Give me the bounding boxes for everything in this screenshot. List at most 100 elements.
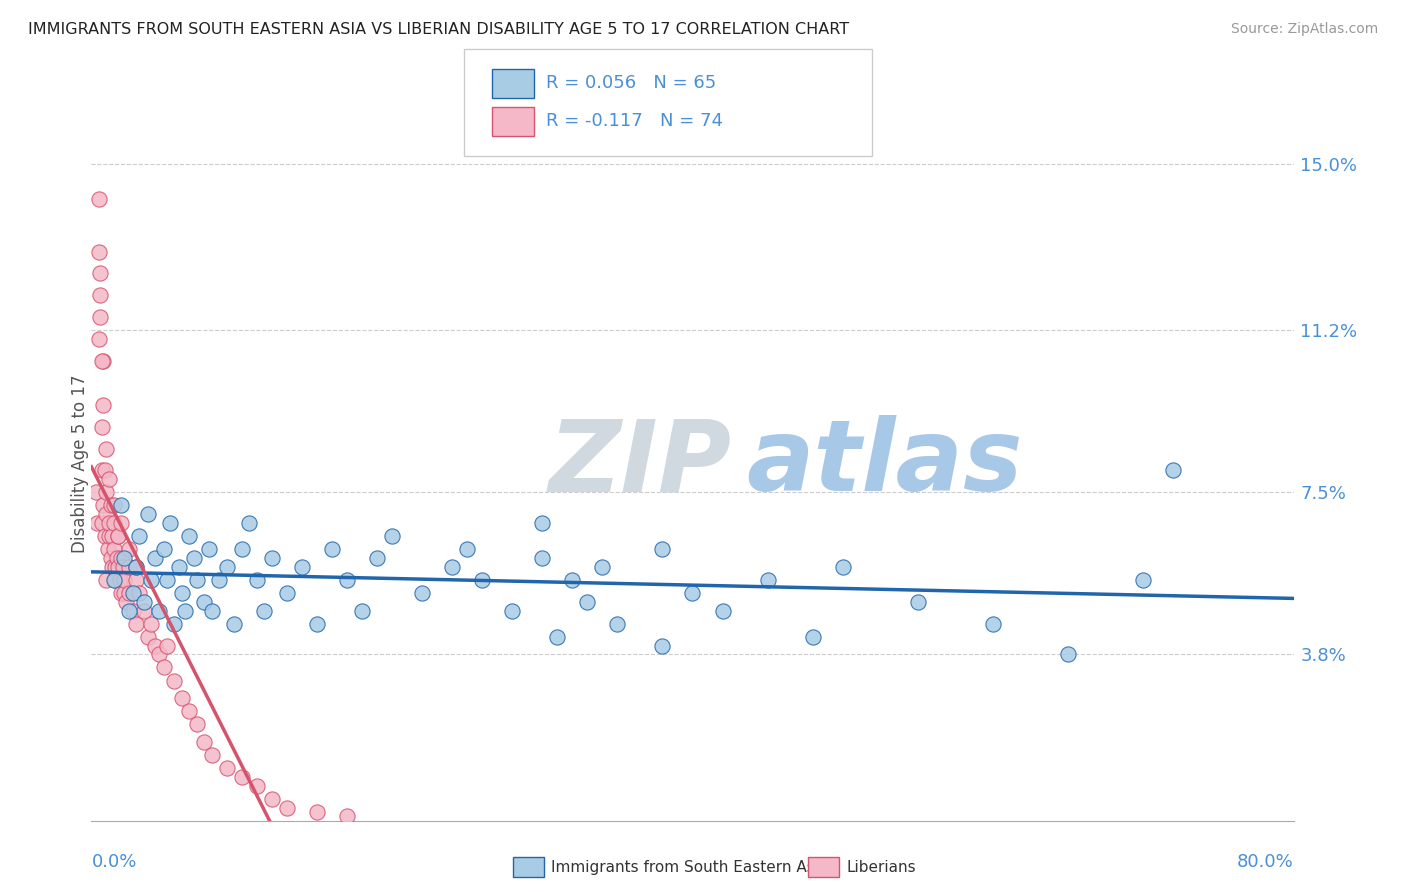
Point bbox=[170, 691, 193, 706]
Point bbox=[114, 551, 136, 566]
Point bbox=[981, 616, 1004, 631]
Point bbox=[143, 639, 166, 653]
Point bbox=[177, 704, 200, 718]
Text: Source: ZipAtlas.com: Source: ZipAtlas.com bbox=[1230, 22, 1378, 37]
Text: 80.0%: 80.0% bbox=[1237, 853, 1294, 871]
Point bbox=[231, 542, 253, 557]
Point bbox=[125, 559, 148, 574]
Point bbox=[215, 761, 238, 775]
Point bbox=[1161, 463, 1184, 477]
Point bbox=[96, 442, 118, 456]
Point bbox=[215, 559, 238, 574]
Point bbox=[104, 573, 127, 587]
Point bbox=[103, 499, 125, 513]
Point bbox=[336, 809, 359, 823]
Point bbox=[186, 717, 208, 731]
Y-axis label: Disability Age 5 to 17: Disability Age 5 to 17 bbox=[72, 375, 89, 553]
Point bbox=[90, 419, 112, 434]
Point bbox=[90, 354, 112, 368]
Point bbox=[110, 586, 132, 600]
Point bbox=[101, 559, 124, 574]
Point bbox=[122, 586, 145, 600]
Point bbox=[114, 586, 136, 600]
Point bbox=[132, 603, 155, 617]
Point bbox=[173, 603, 195, 617]
Point bbox=[197, 542, 219, 557]
Point bbox=[152, 660, 174, 674]
Point bbox=[103, 573, 125, 587]
Point bbox=[440, 559, 463, 574]
Text: IMMIGRANTS FROM SOUTH EASTERN ASIA VS LIBERIAN DISABILITY AGE 5 TO 17 CORRELATIO: IMMIGRANTS FROM SOUTH EASTERN ASIA VS LI… bbox=[28, 22, 849, 37]
Point bbox=[96, 573, 118, 587]
Point bbox=[100, 551, 122, 566]
Point bbox=[711, 603, 734, 617]
Point bbox=[238, 516, 260, 530]
Point bbox=[186, 573, 208, 587]
Point bbox=[115, 595, 138, 609]
Point bbox=[141, 616, 163, 631]
Point bbox=[276, 800, 298, 814]
Point bbox=[350, 603, 373, 617]
Point bbox=[531, 551, 554, 566]
Point bbox=[98, 516, 121, 530]
Point bbox=[84, 485, 107, 500]
Point bbox=[101, 529, 124, 543]
Text: Immigrants from South Eastern Asia: Immigrants from South Eastern Asia bbox=[551, 860, 828, 874]
Point bbox=[155, 573, 177, 587]
Point bbox=[107, 529, 129, 543]
Point bbox=[107, 529, 129, 543]
Point bbox=[104, 559, 127, 574]
Text: R = -0.117   N = 74: R = -0.117 N = 74 bbox=[546, 112, 723, 130]
Point bbox=[591, 559, 613, 574]
Point bbox=[118, 586, 141, 600]
Point bbox=[141, 573, 163, 587]
Point bbox=[93, 354, 115, 368]
Point bbox=[681, 586, 703, 600]
Point bbox=[138, 630, 160, 644]
Point bbox=[111, 559, 134, 574]
Point bbox=[456, 542, 478, 557]
Point bbox=[89, 267, 111, 281]
Point bbox=[167, 559, 190, 574]
Point bbox=[155, 639, 177, 653]
Point bbox=[94, 463, 117, 477]
Point bbox=[125, 616, 148, 631]
Point bbox=[471, 573, 494, 587]
Point bbox=[90, 463, 112, 477]
Point bbox=[651, 639, 673, 653]
Point bbox=[260, 791, 283, 805]
Point bbox=[107, 559, 129, 574]
Point bbox=[87, 192, 110, 206]
Point bbox=[336, 573, 359, 587]
Point bbox=[170, 586, 193, 600]
Point bbox=[118, 542, 141, 557]
Point bbox=[93, 398, 115, 412]
Point bbox=[231, 770, 253, 784]
Point bbox=[87, 332, 110, 346]
Point bbox=[907, 595, 929, 609]
Point bbox=[152, 542, 174, 557]
Point bbox=[118, 559, 141, 574]
Point bbox=[148, 647, 170, 661]
Point bbox=[105, 551, 128, 566]
Point bbox=[561, 573, 583, 587]
Text: R = 0.056   N = 65: R = 0.056 N = 65 bbox=[546, 74, 716, 92]
Point bbox=[305, 805, 328, 819]
Text: ZIP: ZIP bbox=[548, 416, 731, 512]
Point bbox=[89, 288, 111, 302]
Text: atlas: atlas bbox=[747, 416, 1024, 512]
Point bbox=[531, 516, 554, 530]
Text: Liberians: Liberians bbox=[846, 860, 917, 874]
Point bbox=[138, 507, 160, 521]
Point bbox=[260, 551, 283, 566]
Point bbox=[110, 499, 132, 513]
Point bbox=[97, 542, 120, 557]
Point bbox=[159, 516, 181, 530]
Point bbox=[381, 529, 404, 543]
Point bbox=[651, 542, 673, 557]
Point bbox=[208, 573, 231, 587]
Point bbox=[201, 747, 224, 762]
Point bbox=[103, 516, 125, 530]
Point bbox=[546, 630, 568, 644]
Point bbox=[87, 244, 110, 259]
